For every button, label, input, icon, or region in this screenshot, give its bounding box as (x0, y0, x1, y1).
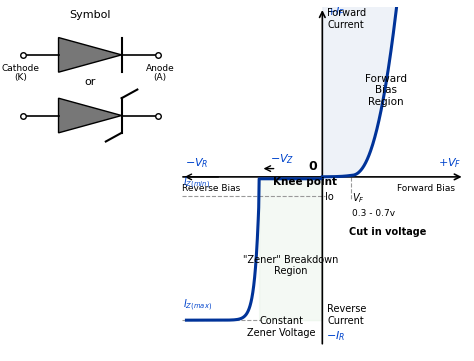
Text: $V_F$: $V_F$ (352, 191, 365, 205)
Text: Constant
Zener Voltage: Constant Zener Voltage (247, 316, 316, 338)
Text: Forward Bias: Forward Bias (397, 184, 455, 193)
Text: Cathode: Cathode (1, 64, 39, 73)
Text: Cut in voltage: Cut in voltage (349, 227, 427, 237)
Polygon shape (59, 38, 121, 72)
Polygon shape (59, 98, 121, 133)
Text: "Zener" Breakdown
Region: "Zener" Breakdown Region (243, 255, 338, 276)
Text: Forward
Bias
Region: Forward Bias Region (365, 74, 407, 107)
Text: $+I_F$: $+I_F$ (326, 5, 345, 18)
Text: Reverse
Current: Reverse Current (327, 304, 366, 326)
Text: Io: Io (326, 192, 334, 202)
Text: $+V_F$: $+V_F$ (438, 156, 461, 170)
Text: 0: 0 (308, 160, 317, 173)
Text: Anode: Anode (146, 64, 174, 73)
Text: Knee point: Knee point (273, 177, 337, 187)
Text: Reverse Bias: Reverse Bias (182, 184, 240, 193)
Text: $I_{Z(max)}$: $I_{Z(max)}$ (182, 298, 212, 313)
Text: (K): (K) (14, 73, 27, 82)
Text: 0.3 - 0.7v: 0.3 - 0.7v (352, 209, 395, 218)
Text: Forward
Current: Forward Current (327, 8, 366, 30)
Text: Symbol: Symbol (69, 10, 111, 20)
Text: or: or (84, 77, 96, 87)
Text: $-V_Z$: $-V_Z$ (270, 153, 294, 166)
Text: $-V_R$: $-V_R$ (185, 156, 209, 170)
Text: $I_{Z(min)}$: $I_{Z(min)}$ (182, 176, 210, 191)
Text: (A): (A) (153, 73, 166, 82)
Text: $-I_R$: $-I_R$ (326, 329, 346, 343)
